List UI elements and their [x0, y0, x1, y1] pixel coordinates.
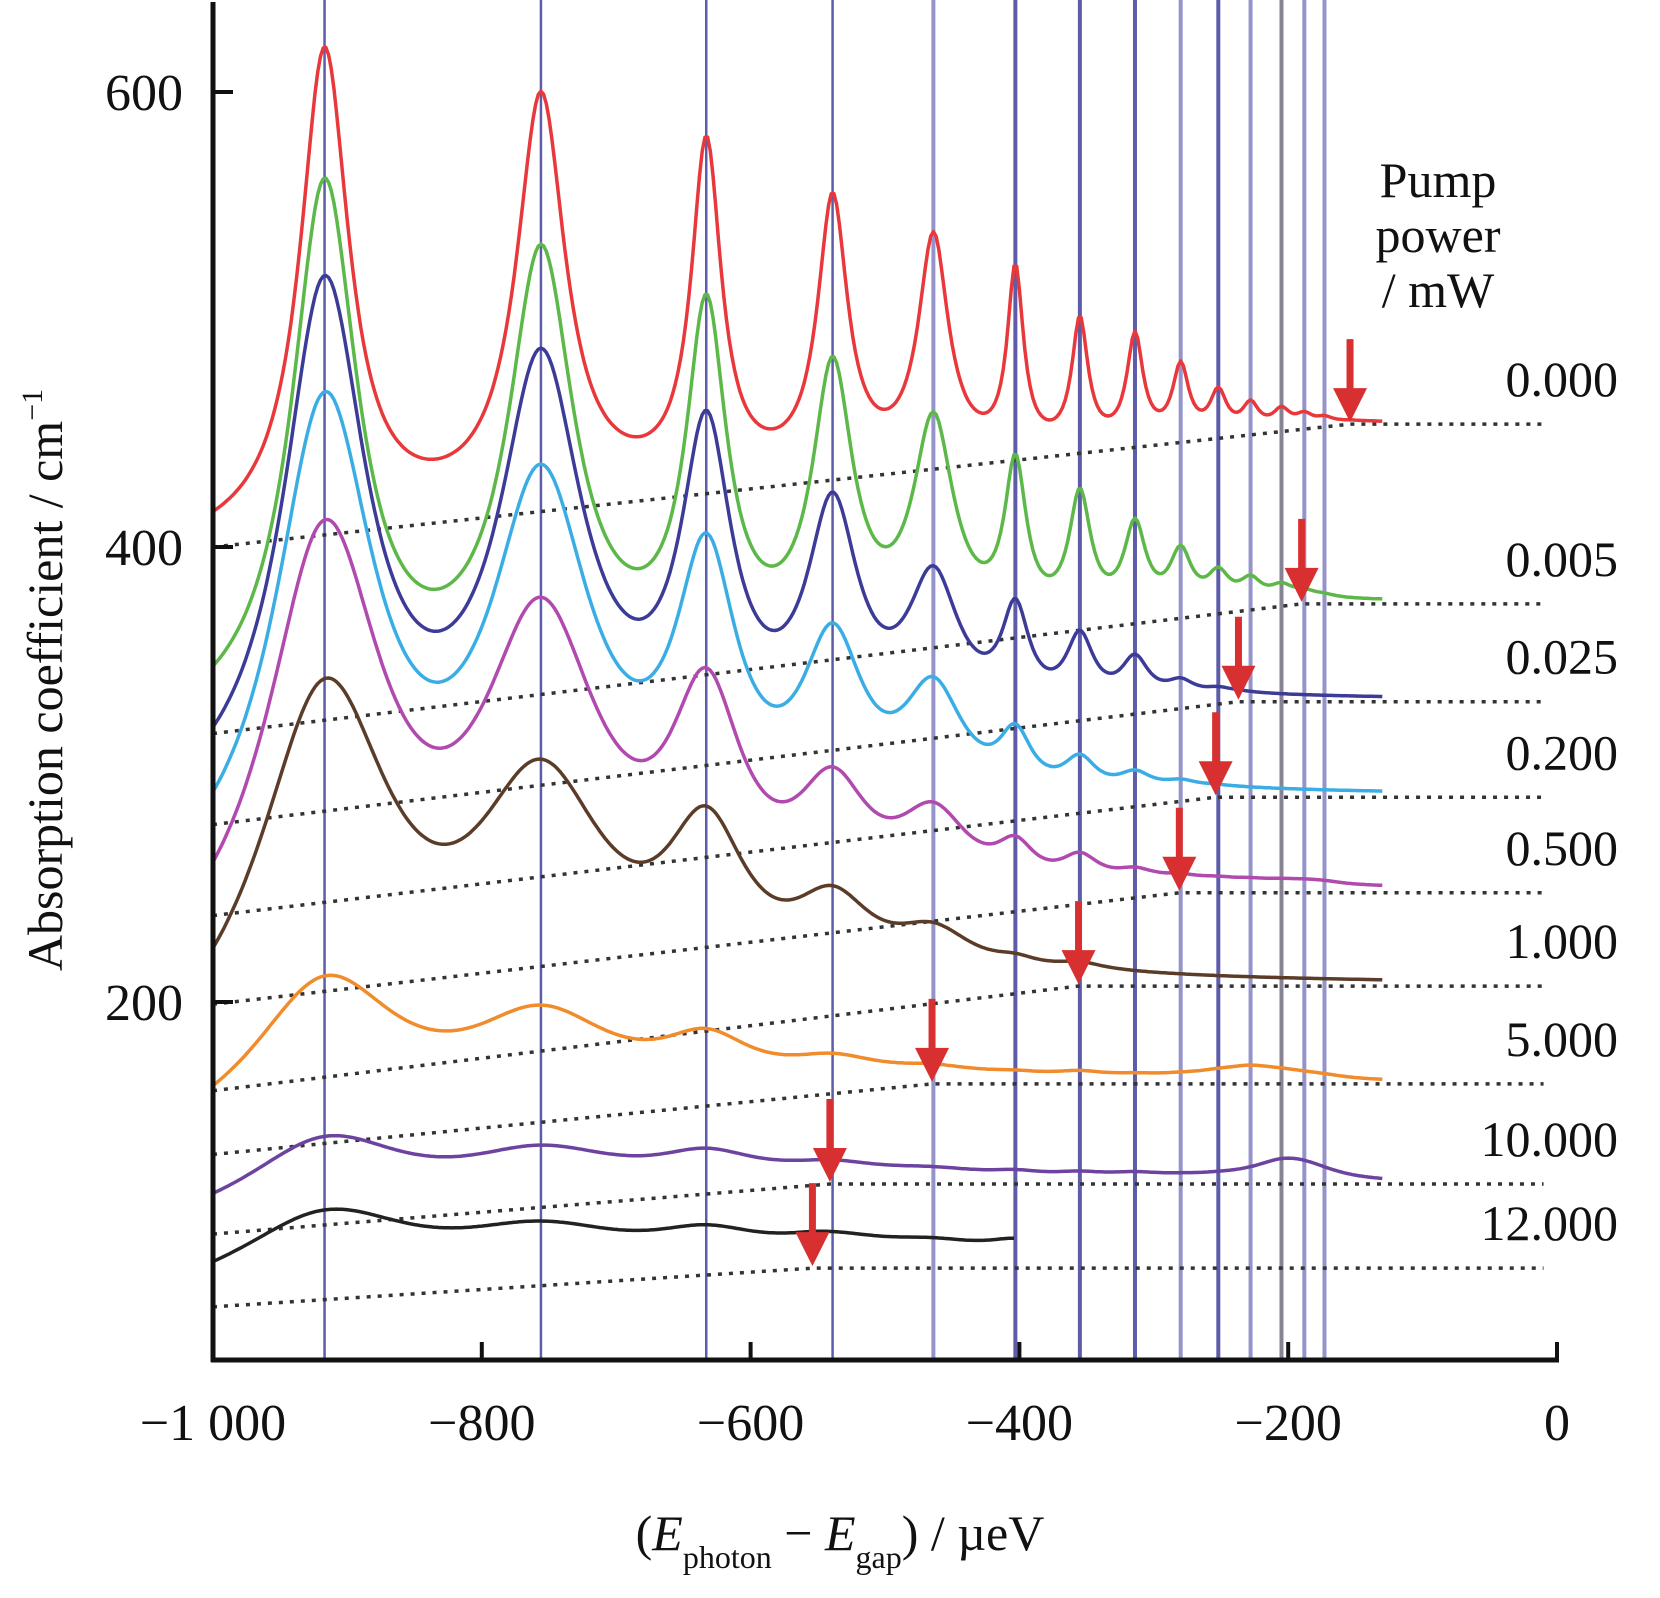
y-tick-label: 200: [105, 975, 183, 1032]
x-tick-label: 0: [1544, 1395, 1570, 1452]
baseline-fits: [212, 422, 1544, 1309]
legend-label-1.000: 1.000: [1506, 913, 1619, 969]
baseline-fit-5.000: [212, 1082, 1544, 1157]
legend-label-0.200: 0.200: [1506, 724, 1619, 780]
axis-labels: Absorption coefficient / cm−1 (Ephoton −…: [16, 389, 1044, 1575]
series-line-5.000: [211, 973, 1383, 1087]
x-label-minus: −: [772, 1505, 825, 1561]
legend-title-line: power: [1376, 207, 1501, 263]
red-arrows: [795, 339, 1368, 1267]
legend-label-0.500: 0.500: [1506, 820, 1619, 876]
legend-title-line: Pump: [1380, 152, 1497, 208]
arrow-head-12.000: [795, 1232, 830, 1267]
legend-label-5.000: 5.000: [1506, 1011, 1619, 1067]
x-label-e2: E: [824, 1505, 856, 1561]
x-tick-label: −400: [966, 1395, 1073, 1452]
series-lines: [211, 45, 1383, 1264]
legend-label-12.000: 12.000: [1481, 1195, 1619, 1251]
arrow-head-0.005: [1284, 567, 1319, 602]
baseline-fit-10.000: [212, 1182, 1544, 1236]
baseline-fit-0.025: [212, 699, 1544, 827]
y-axis-label-main: Absorption coefficient / cm: [17, 421, 73, 971]
legend-label-0.005: 0.005: [1506, 531, 1619, 587]
baseline-fit-0.500: [212, 891, 1544, 1007]
x-tick-label: −200: [1235, 1395, 1342, 1452]
x-label-e1: E: [651, 1505, 683, 1561]
axes: [210, 2, 1559, 1363]
series-line-12.000: [212, 1207, 1014, 1264]
baseline-fit-1.000: [212, 984, 1544, 1093]
series-line-1.000: [211, 676, 1383, 982]
legend-title-line: / mW: [1382, 262, 1495, 318]
x-tick-label: −1 000: [140, 1395, 286, 1452]
x-label-sub1: photon: [683, 1539, 772, 1575]
baseline-fit-0.000: [212, 422, 1544, 549]
series-line-0.000: [212, 45, 1383, 513]
arrow-head-0.025: [1221, 665, 1256, 700]
ticks: −1 000 −800 −600 −400 −200 0 200 400 600: [105, 65, 1570, 1452]
y-tick-label: 400: [105, 520, 183, 577]
y-axis-label: Absorption coefficient / cm−1: [16, 389, 73, 971]
arrow-head-10.000: [812, 1148, 847, 1182]
x-label-sub2: gap: [855, 1539, 901, 1575]
y-axis-label-sup: −1: [16, 389, 49, 421]
baseline-fit-12.000: [212, 1266, 1544, 1309]
x-tick-label: −800: [428, 1395, 535, 1452]
resonance-lines: [323, 0, 1327, 1360]
series-line-10.000: [212, 1133, 1383, 1195]
arrow-head-0.000: [1333, 388, 1368, 423]
arrow-head-0.500: [1162, 856, 1197, 891]
x-tick-label: −600: [697, 1395, 804, 1452]
arrow-head-5.000: [915, 1047, 950, 1082]
x-label-close: ) / µeV: [902, 1505, 1045, 1561]
x-axis-label: (Ephoton − Egap) / µeV: [636, 1505, 1045, 1575]
legend-label-0.000: 0.000: [1506, 351, 1619, 407]
series-line-0.005: [211, 176, 1383, 668]
legend-label-0.025: 0.025: [1506, 629, 1619, 685]
arrow-head-1.000: [1061, 950, 1096, 985]
legend-label-10.000: 10.000: [1481, 1111, 1619, 1167]
x-label-open: (: [636, 1505, 653, 1561]
series-line-0.025: [211, 273, 1383, 728]
baseline-fit-0.005: [212, 602, 1544, 736]
arrow-head-0.200: [1198, 761, 1233, 796]
series-line-0.200: [211, 389, 1383, 793]
y-tick-label: 600: [105, 65, 183, 122]
